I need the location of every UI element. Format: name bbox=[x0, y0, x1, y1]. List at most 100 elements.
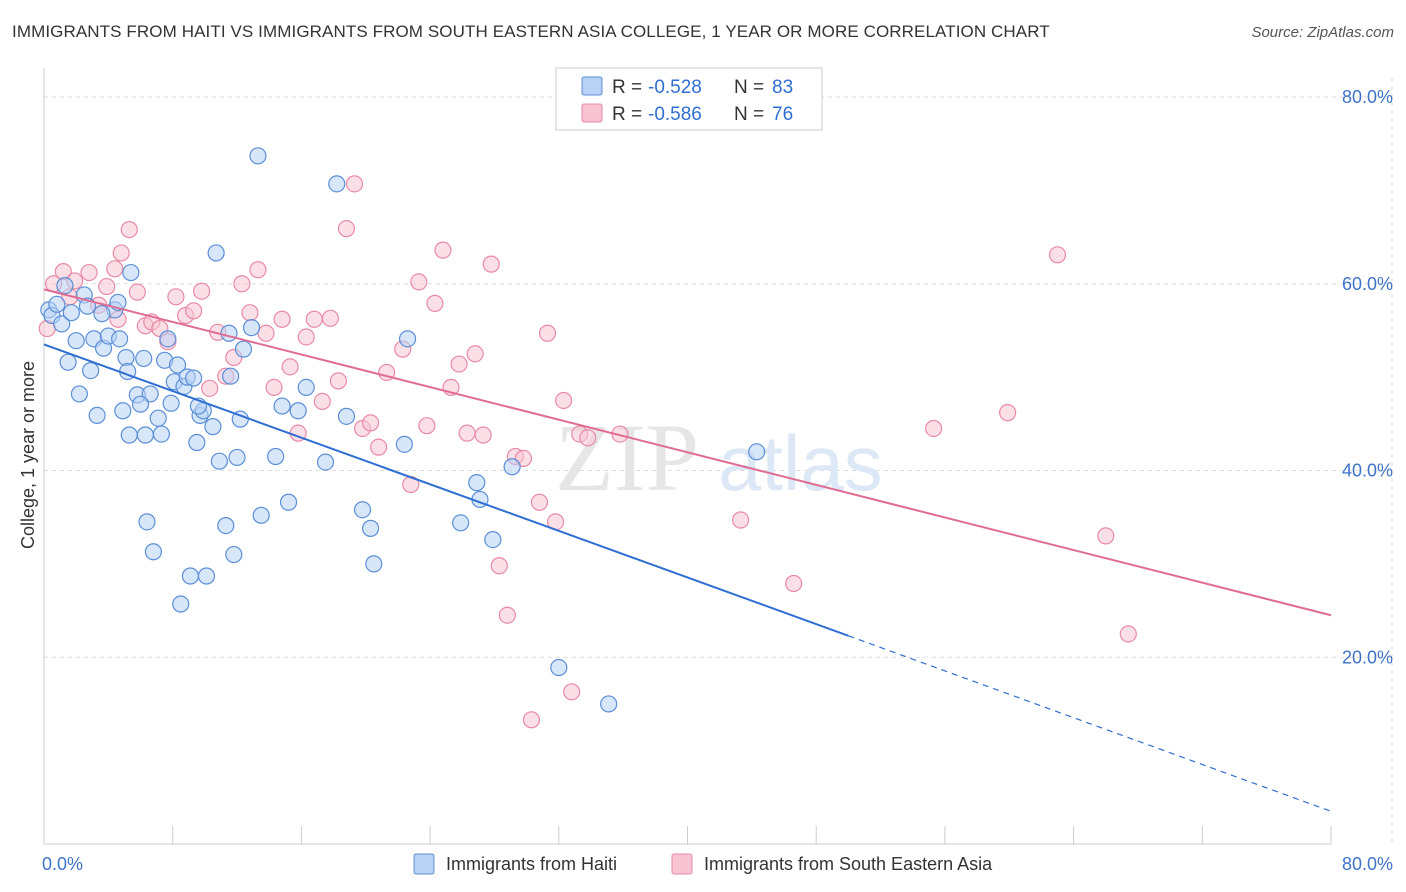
haiti-point-24 bbox=[135, 349, 153, 368]
haiti-point-50 bbox=[222, 367, 240, 385]
haiti-point-71 bbox=[452, 514, 470, 532]
haiti-point-77 bbox=[600, 695, 618, 713]
legend-haiti-r-label: R = bbox=[612, 77, 642, 98]
haiti-point-25 bbox=[136, 426, 154, 444]
series-legend: Immigrants from Haiti Immigrants from So… bbox=[413, 853, 993, 875]
haiti-point-12 bbox=[88, 406, 106, 425]
haiti-trend-line bbox=[43, 343, 849, 637]
sea-point-33 bbox=[313, 392, 331, 411]
haiti-point-79 bbox=[93, 305, 111, 323]
sea-point-7 bbox=[106, 260, 124, 278]
legend-haiti-n-label: N = bbox=[734, 77, 764, 98]
haiti-point-40 bbox=[185, 369, 203, 387]
sea-point-55 bbox=[498, 606, 516, 624]
haiti-point-55 bbox=[242, 319, 261, 337]
sea-point-4 bbox=[80, 263, 98, 282]
haiti-point-22 bbox=[122, 263, 140, 282]
sea-point-50 bbox=[458, 424, 476, 442]
sea-point-59 bbox=[530, 493, 549, 511]
legend-sea-r-label: R = bbox=[612, 104, 642, 125]
legend-sea-n-label: N = bbox=[734, 104, 764, 125]
sea-point-15 bbox=[167, 288, 185, 306]
chart-title: IMMIGRANTS FROM HAITI VS IMMIGRANTS FROM… bbox=[12, 22, 1050, 41]
haiti-point-17 bbox=[111, 330, 129, 348]
haiti-point-56 bbox=[249, 147, 267, 165]
grid-lines bbox=[44, 78, 1393, 844]
sea-point-32 bbox=[305, 310, 323, 328]
sea-point-69 bbox=[925, 419, 943, 438]
series-haiti bbox=[40, 147, 766, 713]
haiti-point-32 bbox=[159, 330, 177, 348]
haiti-point-80 bbox=[67, 332, 85, 350]
sea-point-8 bbox=[112, 244, 130, 262]
sea-point-40 bbox=[370, 438, 388, 456]
sea-point-70 bbox=[999, 404, 1017, 422]
sea-point-73 bbox=[1119, 625, 1137, 643]
sea-point-47 bbox=[434, 241, 452, 259]
sea-point-63 bbox=[563, 683, 581, 701]
haiti-point-65 bbox=[337, 407, 356, 425]
haiti-point-7 bbox=[70, 385, 88, 403]
sea-point-9 bbox=[120, 220, 138, 239]
watermark-atlas: atlas bbox=[718, 419, 883, 507]
haiti-point-70 bbox=[398, 330, 417, 348]
sea-point-23 bbox=[233, 275, 251, 293]
sea-point-58 bbox=[522, 711, 541, 729]
sea-point-72 bbox=[1097, 527, 1115, 545]
haiti-point-58 bbox=[267, 447, 285, 466]
y-tick-label-0: 20.0% bbox=[1342, 647, 1393, 667]
haiti-point-57 bbox=[252, 506, 270, 524]
haiti-point-69 bbox=[395, 435, 413, 453]
legend-haiti-swatch bbox=[581, 76, 603, 96]
haiti-point-4 bbox=[56, 277, 74, 295]
sea-point-49 bbox=[450, 355, 468, 373]
sea-point-34 bbox=[321, 309, 339, 327]
y-tick-label-3: 80.0% bbox=[1342, 87, 1393, 107]
sea-point-71 bbox=[1048, 246, 1067, 264]
sea-point-60 bbox=[538, 324, 557, 342]
y-tick-label-2: 60.0% bbox=[1342, 274, 1393, 294]
haiti-point-35 bbox=[168, 356, 187, 374]
sea-point-6 bbox=[98, 277, 116, 296]
sea-point-62 bbox=[555, 391, 573, 410]
haiti-point-6 bbox=[62, 304, 80, 322]
bottom-legend-haiti-swatch bbox=[413, 853, 435, 875]
haiti-point-75 bbox=[503, 458, 521, 476]
sea-point-29 bbox=[281, 358, 299, 376]
haiti-point-2 bbox=[48, 295, 66, 313]
haiti-point-62 bbox=[297, 378, 315, 396]
sea-point-37 bbox=[345, 175, 364, 193]
haiti-point-76 bbox=[550, 658, 568, 677]
sea-point-31 bbox=[297, 328, 315, 346]
sea-point-52 bbox=[474, 426, 492, 444]
sea-point-27 bbox=[265, 378, 283, 396]
bottom-legend-sea-swatch bbox=[671, 853, 693, 875]
haiti-trend-extension bbox=[848, 635, 1332, 812]
haiti-point-54 bbox=[234, 340, 253, 358]
sea-point-68 bbox=[785, 574, 803, 593]
haiti-point-18 bbox=[114, 402, 132, 420]
sea-point-35 bbox=[329, 372, 348, 390]
haiti-point-78 bbox=[748, 443, 766, 461]
trend-lines bbox=[43, 288, 1332, 812]
haiti-point-33 bbox=[162, 394, 180, 412]
haiti-point-45 bbox=[204, 418, 222, 436]
sea-trend-line bbox=[43, 288, 1332, 617]
axes bbox=[43, 68, 1332, 845]
haiti-point-26 bbox=[138, 513, 156, 531]
sea-point-65 bbox=[579, 429, 597, 447]
haiti-point-49 bbox=[220, 324, 238, 342]
sea-point-53 bbox=[482, 255, 500, 273]
haiti-point-47 bbox=[210, 452, 228, 470]
haiti-point-5 bbox=[59, 353, 77, 371]
sea-point-51 bbox=[466, 345, 484, 363]
haiti-point-68 bbox=[365, 555, 383, 573]
tick-labels: 20.0% 40.0% 60.0% 80.0% 0.0% 80.0% bbox=[42, 87, 1393, 874]
legend-haiti-r-value: -0.528 bbox=[648, 77, 702, 98]
haiti-point-63 bbox=[316, 453, 335, 471]
sea-point-18 bbox=[193, 282, 211, 300]
watermark: ZIP atlas bbox=[555, 404, 883, 511]
haiti-point-28 bbox=[144, 543, 162, 561]
y-axis-title: College, 1 year or more bbox=[18, 361, 38, 549]
